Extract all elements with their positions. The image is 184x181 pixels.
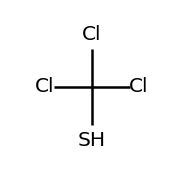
- Text: Cl: Cl: [129, 77, 149, 96]
- Text: Cl: Cl: [35, 77, 55, 96]
- Text: SH: SH: [78, 131, 106, 150]
- Text: Cl: Cl: [82, 25, 102, 44]
